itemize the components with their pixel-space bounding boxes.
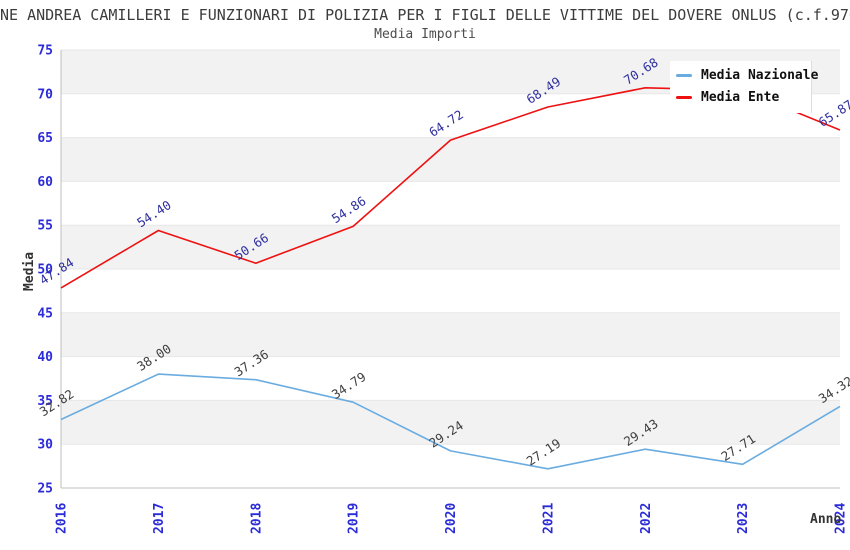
y-tick-label: 35 [37, 394, 53, 409]
band-gray [61, 312, 840, 357]
x-tick-label: 2024 [834, 503, 849, 534]
legend-label: Media Nazionale [701, 67, 819, 83]
x-tick-label: 2016 [55, 503, 70, 534]
x-tick-label: 2018 [249, 503, 264, 534]
y-axis-title: Media [22, 251, 37, 291]
legend-dash-icon [676, 73, 692, 77]
legend: Media Nazionale Media Ente [670, 61, 818, 113]
data-label: 65.87 [816, 97, 850, 130]
y-tick-label: 65 [37, 131, 53, 146]
band-gray [61, 137, 840, 182]
y-tick-label: 55 [37, 219, 53, 234]
legend-label: Media Ente [701, 89, 780, 105]
x-tick-label: 2021 [541, 503, 556, 534]
chart-subtitle: Media Importi [374, 27, 476, 42]
x-tick-label: 2020 [444, 503, 459, 534]
y-tick-label: 70 [37, 87, 53, 102]
data-label: 64.72 [426, 107, 466, 140]
x-tick-label: 2019 [347, 503, 362, 534]
legend-dash-icon [676, 95, 692, 99]
data-label: 54.86 [329, 193, 369, 226]
legend-item-media-ente[interactable]: Media Ente [676, 86, 811, 108]
legend-item-media-nazionale[interactable]: Media Nazionale [676, 64, 818, 86]
y-tick-label: 75 [37, 44, 53, 59]
x-tick-label: 2023 [736, 503, 751, 534]
y-tick-label: 25 [37, 482, 53, 497]
x-axis-title: Anno [810, 512, 842, 527]
y-tick-label: 30 [37, 438, 53, 453]
y-tick-label: 45 [37, 306, 53, 321]
band-gray [61, 225, 840, 269]
data-label: 34.79 [329, 369, 369, 402]
y-tick-label: 40 [37, 350, 53, 365]
x-tick-label: 2022 [639, 503, 654, 534]
band-gray [61, 400, 840, 445]
y-tick-label: 60 [37, 175, 53, 190]
y-tick-label: 50 [37, 263, 53, 278]
x-tick-label: 2017 [152, 503, 167, 534]
chart-title: NE ANDREA CAMILLERI E FUNZIONARI DI POLI… [0, 6, 850, 24]
series-line-0[interactable] [60, 373, 841, 470]
